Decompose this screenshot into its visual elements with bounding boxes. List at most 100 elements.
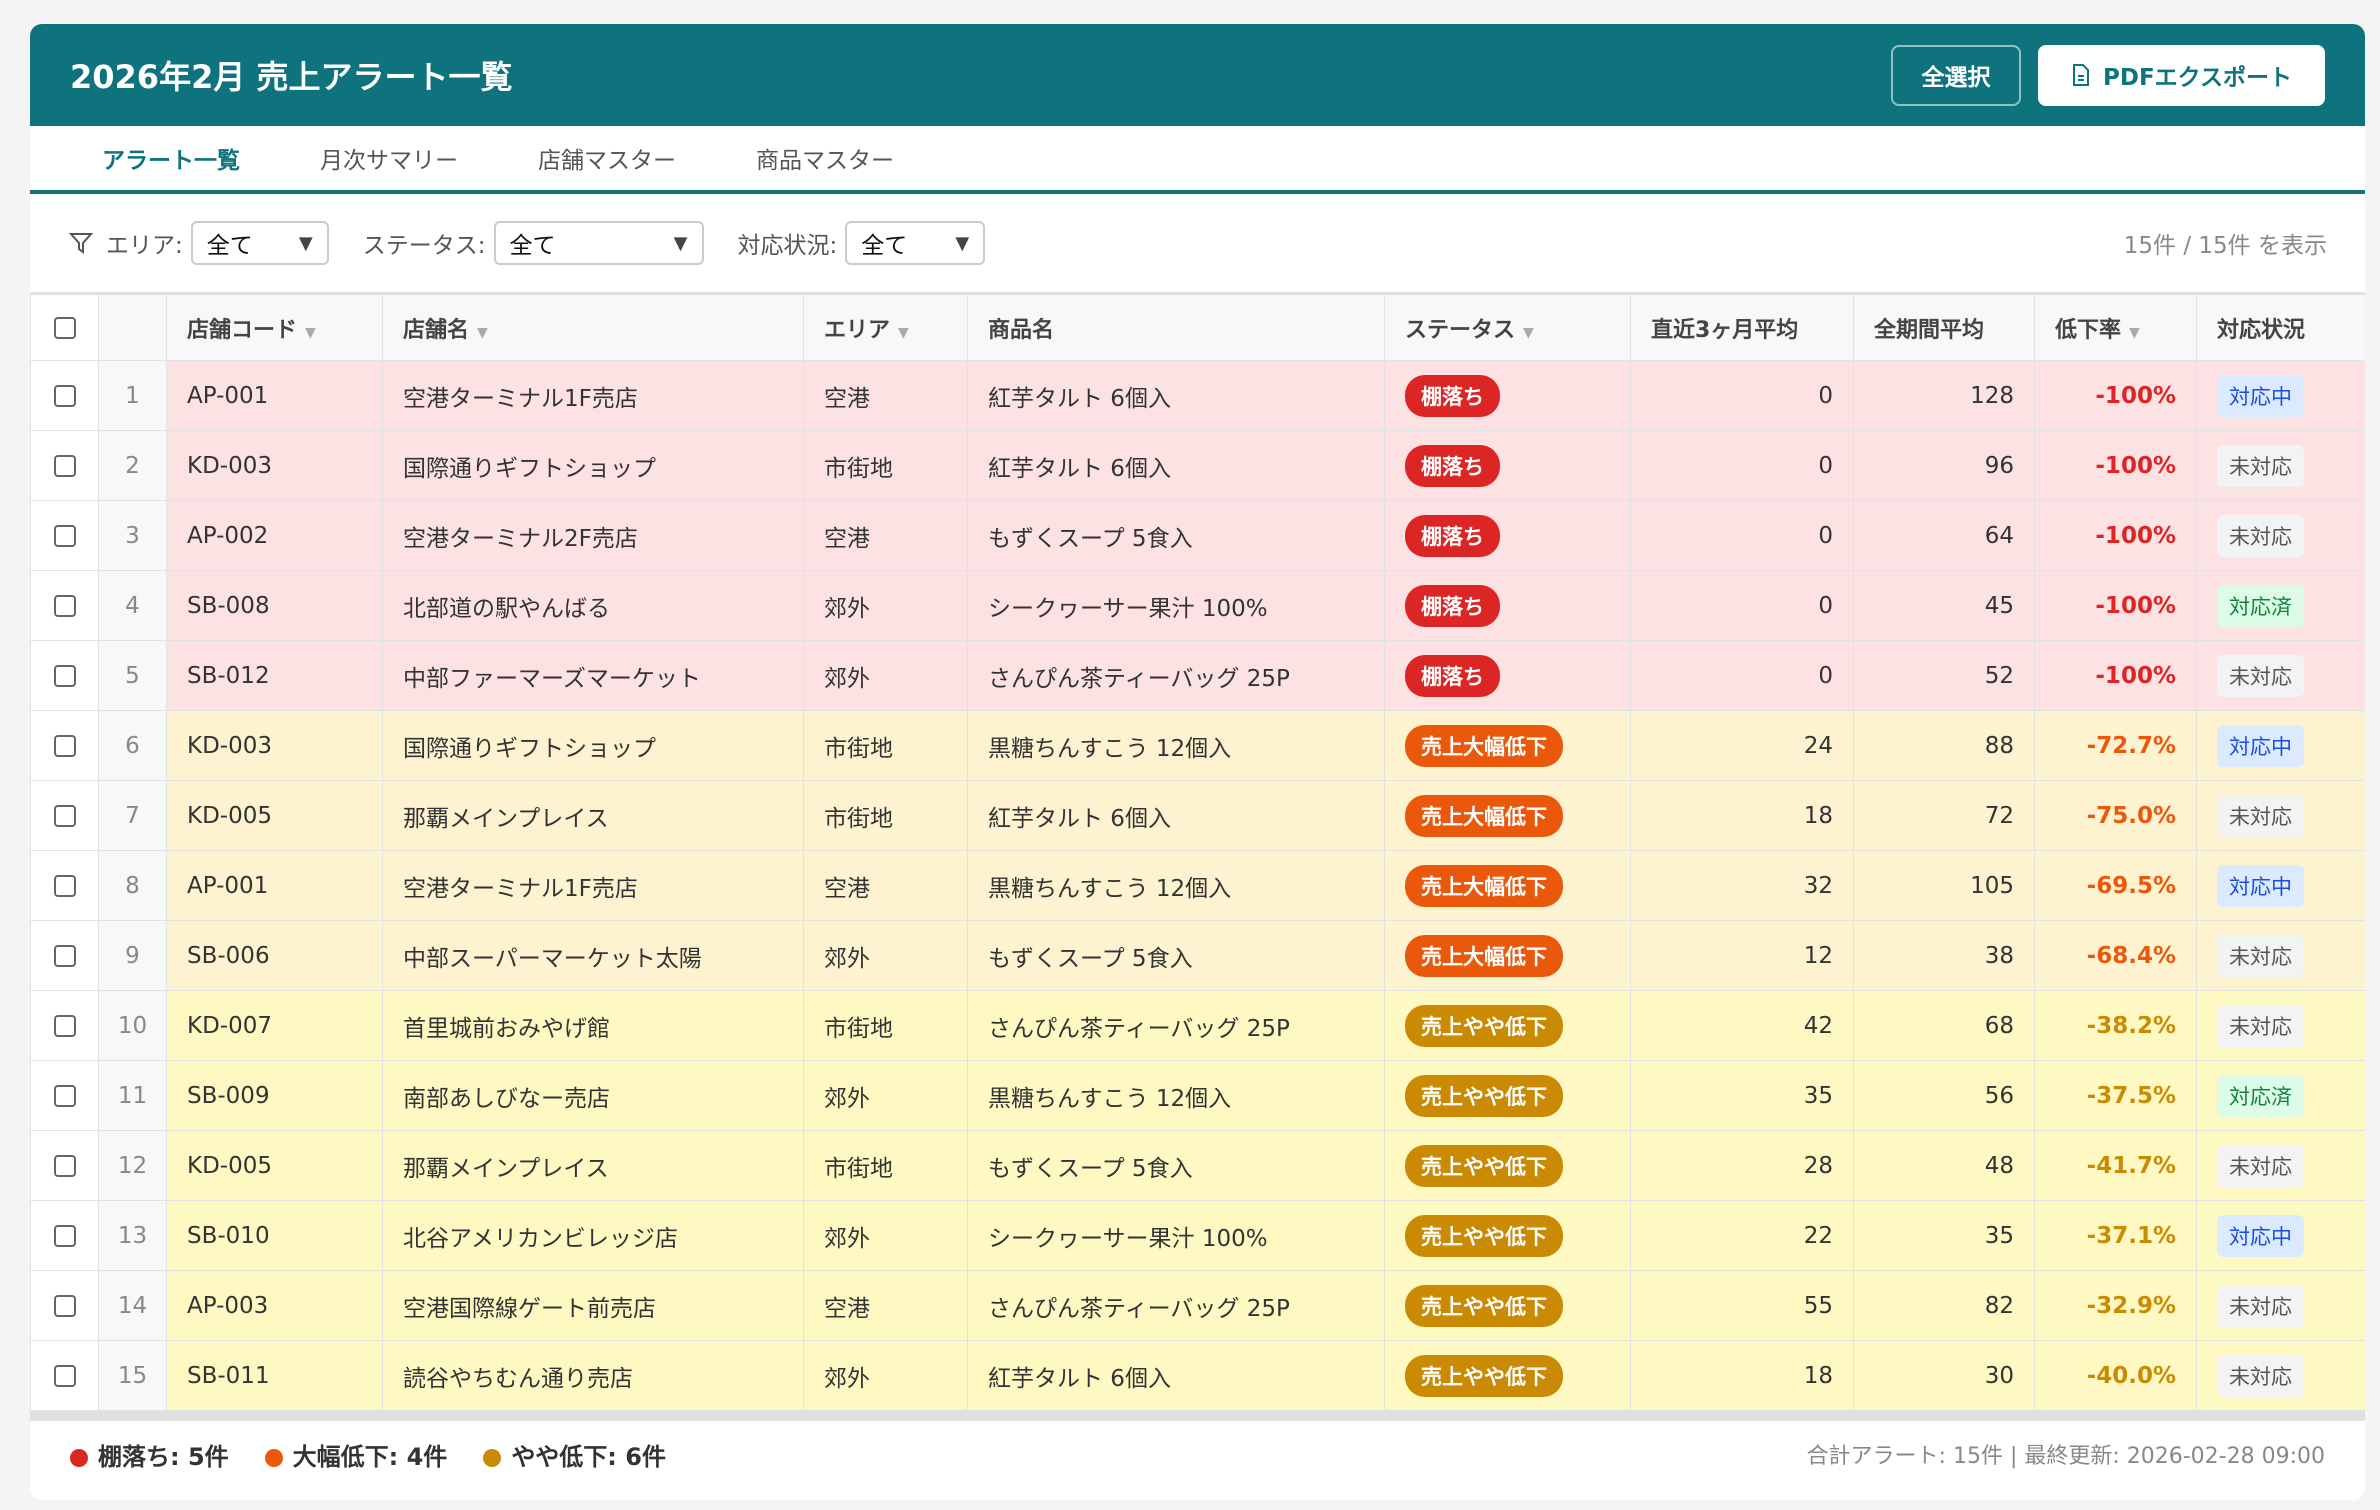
table-row[interactable]: 2 KD-003 国際通りギフトショップ 市街地 紅芋タルト 6個入 棚落ち 0…: [30, 430, 2365, 501]
sort-icon: ▼: [898, 324, 909, 341]
table-row[interactable]: 1 AP-001 空港ターミナル1F売店 空港 紅芋タルト 6個入 棚落ち 0 …: [30, 360, 2365, 431]
row-checkbox[interactable]: [53, 385, 76, 407]
table-row[interactable]: 12 KD-005 那覇メインプレイス 市街地 もずくスープ 5食入 売上やや低…: [30, 1130, 2365, 1201]
response-badge[interactable]: 対応済: [2217, 1074, 2304, 1117]
response-filter-value: 全て: [861, 233, 908, 259]
area: 空港: [803, 1270, 968, 1341]
store-name: 空港ターミナル1F売店: [382, 850, 804, 921]
legend-item: 大幅低下: 4件: [264, 1437, 447, 1472]
row-checkbox[interactable]: [53, 1015, 76, 1037]
table-row[interactable]: 11 SB-009 南部あしびなー売店 郊外 黒糖ちんすこう 12個入 売上やや…: [30, 1060, 2365, 1131]
response-badge[interactable]: 未対応: [2217, 1284, 2304, 1327]
header-area[interactable]: エリア ▼: [803, 293, 968, 361]
drop-rate: -32.9%: [2034, 1270, 2197, 1341]
recent-avg: 0: [1630, 570, 1854, 641]
drop-rate: -100%: [2034, 500, 2197, 571]
status-filter-select[interactable]: 全て ▼: [493, 221, 704, 265]
total-avg: 35: [1853, 1200, 2035, 1271]
product-name: 黒糖ちんすこう 12個入: [967, 1060, 1385, 1131]
row-checkbox[interactable]: [53, 1085, 76, 1107]
alert-table: 店舗コード ▼ 店舗名 ▼ エリア ▼ 商品名 ステータス ▼ 直近3ヶ月平均 全期間平…: [30, 292, 2365, 1411]
response-badge[interactable]: 未対応: [2217, 1354, 2304, 1397]
area: 郊外: [803, 1200, 968, 1271]
status-badge: 棚落ち: [1405, 514, 1500, 557]
response-badge[interactable]: 対応中: [2217, 374, 2304, 417]
table-row[interactable]: 15 SB-011 読谷やちむん通り売店 郊外 紅芋タルト 6個入 売上やや低下…: [30, 1340, 2365, 1411]
row-checkbox[interactable]: [53, 1225, 76, 1247]
response-badge[interactable]: 未対応: [2217, 654, 2304, 697]
row-checkbox[interactable]: [53, 1295, 76, 1317]
tab-alert-list[interactable]: アラート一覧: [102, 148, 240, 174]
table-row[interactable]: 6 KD-003 国際通りギフトショップ 市街地 黒糖ちんすこう 12個入 売上…: [30, 710, 2365, 781]
status-badge: 売上大幅低下: [1405, 724, 1563, 767]
chevron-down-icon: ▼: [955, 232, 970, 254]
chevron-down-icon: ▼: [673, 232, 688, 254]
row-checkbox[interactable]: [53, 875, 76, 897]
row-checkbox[interactable]: [53, 1365, 76, 1387]
tab-product-master[interactable]: 商品マスター: [756, 148, 894, 174]
response-badge[interactable]: 対応中: [2217, 724, 2304, 767]
recent-avg: 0: [1630, 640, 1854, 711]
product-name: シークヮーサー果汁 100%: [967, 1200, 1385, 1271]
area-filter-select[interactable]: 全て ▼: [190, 221, 329, 265]
response-badge[interactable]: 未対応: [2217, 514, 2304, 557]
table-row[interactable]: 3 AP-002 空港ターミナル2F売店 空港 もずくスープ 5食入 棚落ち 0…: [30, 500, 2365, 571]
row-checkbox-cell: [30, 500, 99, 571]
row-checkbox-cell: [30, 920, 99, 991]
row-checkbox[interactable]: [53, 945, 76, 967]
sort-icon: ▼: [477, 324, 488, 341]
table-row[interactable]: 10 KD-007 首里城前おみやげ館 市街地 さんぴん茶ティーバッグ 25P …: [30, 990, 2365, 1061]
table-row[interactable]: 13 SB-010 北谷アメリカンビレッジ店 郊外 シークヮーサー果汁 100%…: [30, 1200, 2365, 1271]
store-code: AP-001: [166, 850, 383, 921]
recent-avg: 35: [1630, 1060, 1854, 1131]
tab-store-master[interactable]: 店舗マスター: [538, 148, 676, 174]
table-row[interactable]: 14 AP-003 空港国際線ゲート前売店 空港 さんぴん茶ティーバッグ 25P…: [30, 1270, 2365, 1341]
pdf-export-button[interactable]: PDFエクスポート: [2038, 44, 2325, 106]
row-checkbox[interactable]: [53, 665, 76, 687]
select-all-button[interactable]: 全選択: [1891, 44, 2021, 106]
document-icon: [2073, 64, 2089, 86]
legend-dot-icon: [70, 1448, 88, 1467]
response-cell: 未対応: [2196, 780, 2365, 851]
select-all-checkbox[interactable]: [53, 317, 76, 339]
total-avg: 48: [1853, 1130, 2035, 1201]
response-badge[interactable]: 未対応: [2217, 1144, 2304, 1187]
status-badge: 売上大幅低下: [1405, 794, 1563, 837]
row-checkbox[interactable]: [53, 525, 76, 547]
header-store-name[interactable]: 店舗名 ▼: [382, 293, 804, 361]
row-checkbox[interactable]: [53, 735, 76, 757]
recent-avg: 12: [1630, 920, 1854, 991]
table-row[interactable]: 5 SB-012 中部ファーマーズマーケット 郊外 さんぴん茶ティーバッグ 25…: [30, 640, 2365, 711]
row-checkbox[interactable]: [53, 595, 76, 617]
response-badge[interactable]: 対応中: [2217, 1214, 2304, 1257]
header-status[interactable]: ステータス ▼: [1384, 293, 1631, 361]
response-badge[interactable]: 未対応: [2217, 934, 2304, 977]
total-avg: 128: [1853, 360, 2035, 431]
recent-avg: 28: [1630, 1130, 1854, 1201]
drop-rate: -69.5%: [2034, 850, 2197, 921]
row-checkbox[interactable]: [53, 805, 76, 827]
table-row[interactable]: 7 KD-005 那覇メインプレイス 市街地 紅芋タルト 6個入 売上大幅低下 …: [30, 780, 2365, 851]
table-row[interactable]: 9 SB-006 中部スーパーマーケット太陽 郊外 もずくスープ 5食入 売上大…: [30, 920, 2365, 991]
store-name: 北部道の駅やんばる: [382, 570, 804, 641]
header-product: 商品名: [967, 293, 1385, 361]
status-cell: 売上大幅低下: [1384, 710, 1631, 781]
response-badge[interactable]: 対応済: [2217, 584, 2304, 627]
legend-label: やや低下: 6件: [511, 1442, 666, 1471]
header-store-code[interactable]: 店舗コード ▼: [166, 293, 383, 361]
row-number: 6: [98, 710, 167, 781]
response-badge[interactable]: 未対応: [2217, 794, 2304, 837]
row-checkbox[interactable]: [53, 455, 76, 477]
status-badge: 売上やや低下: [1405, 1214, 1563, 1257]
tab-monthly-summary[interactable]: 月次サマリー: [320, 148, 458, 174]
response-filter-select[interactable]: 全て ▼: [845, 221, 986, 265]
response-badge[interactable]: 対応中: [2217, 864, 2304, 907]
row-checkbox[interactable]: [53, 1155, 76, 1177]
header-drop-rate[interactable]: 低下率 ▼: [2034, 293, 2197, 361]
response-badge[interactable]: 未対応: [2217, 444, 2304, 487]
sort-icon: ▼: [305, 324, 316, 341]
store-name: 北谷アメリカンビレッジ店: [382, 1200, 804, 1271]
response-badge[interactable]: 未対応: [2217, 1004, 2304, 1047]
table-row[interactable]: 4 SB-008 北部道の駅やんばる 郊外 シークヮーサー果汁 100% 棚落ち…: [30, 570, 2365, 641]
table-row[interactable]: 8 AP-001 空港ターミナル1F売店 空港 黒糖ちんすこう 12個入 売上大…: [30, 850, 2365, 921]
